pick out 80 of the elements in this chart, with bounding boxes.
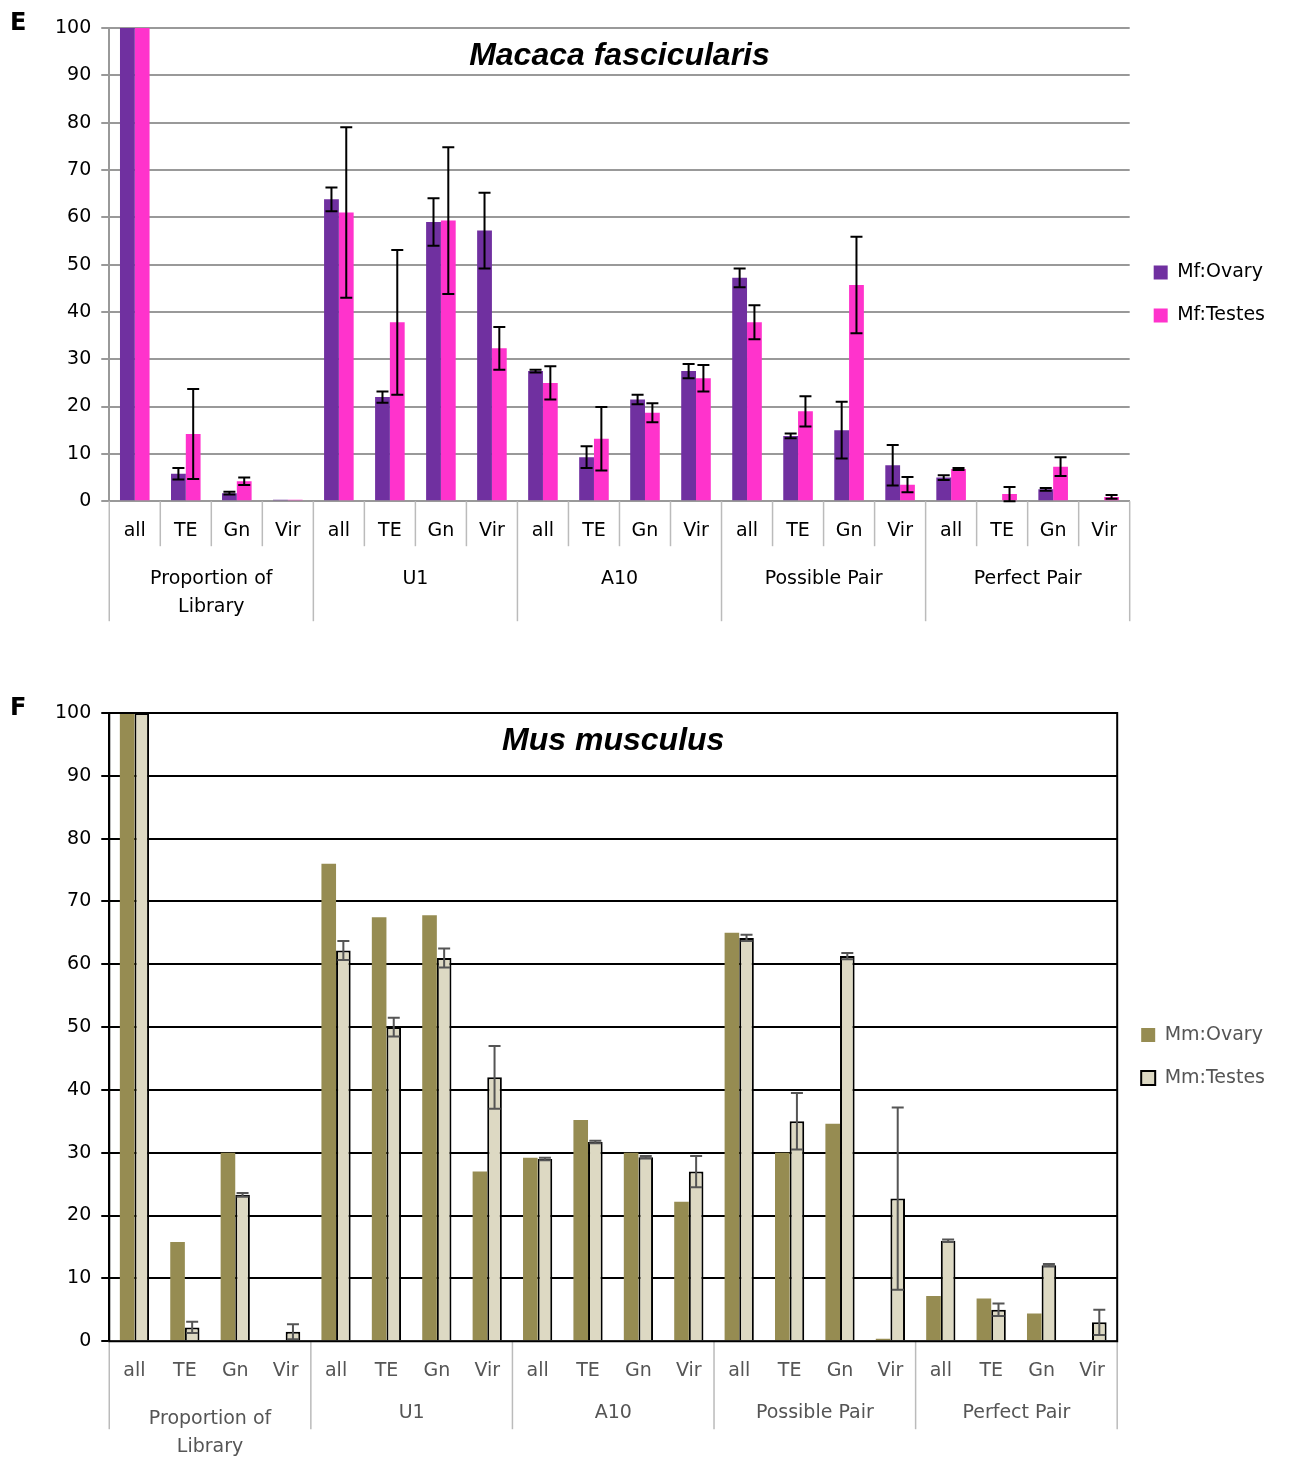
x-tick-label: TE <box>581 517 606 540</box>
x-tick-label: TE <box>373 1357 399 1380</box>
y-tick-label: 80 <box>67 109 92 132</box>
y-tick-label: 20 <box>67 393 92 416</box>
x-tick-label: Vir <box>479 517 505 540</box>
y-tick-label: 30 <box>67 1139 92 1162</box>
y-tick-label: 60 <box>67 951 92 974</box>
y-tick-label: 100 <box>55 14 92 37</box>
text: F <box>10 693 27 721</box>
text: Perfect Pair <box>962 1400 1071 1423</box>
y-tick-label: 10 <box>67 1265 92 1288</box>
x-tick-label: Gn <box>423 1357 451 1380</box>
x-tick-label: all <box>929 1357 952 1380</box>
x-tick-label: Gn <box>223 517 251 540</box>
x-tick-label: Vir <box>675 1357 702 1380</box>
legend-label: Mm:Ovary <box>1164 1021 1263 1044</box>
y-tick-label: 40 <box>67 298 92 321</box>
y-tick-label: 0 <box>79 1328 92 1351</box>
x-tick-label: Vir <box>887 517 914 540</box>
x-tick-label: TE <box>172 517 198 540</box>
x-tick-label: all <box>526 1357 549 1380</box>
x-tick-label: all <box>123 517 146 540</box>
x-tick-label: all <box>327 517 350 540</box>
x-tick-label: Vir <box>474 1357 501 1380</box>
text: U1 <box>398 1400 425 1423</box>
chart-title: Macaca fascicularis <box>469 35 770 72</box>
x-tick-label: Vir <box>1079 1357 1106 1380</box>
legend-label: Mm:Testes <box>1164 1064 1266 1087</box>
x-tick-label: TE <box>575 1357 600 1380</box>
x-tick-label: TE <box>989 517 1014 540</box>
x-tick-label: Gn <box>1039 517 1067 540</box>
x-tick-label: Vir <box>275 517 301 540</box>
x-tick-label: TE <box>377 517 402 540</box>
x-tick-label: all <box>324 1357 348 1380</box>
x-tick-label: Vir <box>683 517 710 540</box>
y-tick-label: 50 <box>67 1014 92 1037</box>
x-tick-label: Vir <box>272 1357 299 1380</box>
text: Proportion of Library <box>148 1406 273 1457</box>
x-tick-label: Gn <box>427 517 455 540</box>
x-tick-label: Gn <box>221 1357 249 1380</box>
x-tick-label: TE <box>785 517 810 540</box>
y-tick-label: 80 <box>67 825 92 848</box>
x-tick-label: TE <box>978 1357 1004 1380</box>
x-tick-label: all <box>123 1357 146 1380</box>
y-tick-label: 90 <box>67 762 92 785</box>
text: E <box>10 8 27 36</box>
legend-label: Mf:Testes <box>1177 302 1265 325</box>
x-tick-label: all <box>735 517 759 540</box>
x-tick-label: all <box>940 517 963 540</box>
text: Possible Pair <box>764 566 883 589</box>
legend-label: Mf:Ovary <box>1177 259 1263 282</box>
y-tick-label: 60 <box>67 204 92 227</box>
text: U1 <box>402 566 429 589</box>
y-tick-label: 50 <box>67 251 92 274</box>
x-tick-label: Vir <box>1091 517 1118 540</box>
x-tick-label: Gn <box>1028 1357 1055 1380</box>
y-tick-label: 40 <box>67 1076 92 1099</box>
x-tick-label: Gn <box>631 517 659 540</box>
y-tick-label: 30 <box>67 346 92 369</box>
x-tick-label: TE <box>776 1357 802 1380</box>
x-tick-label: Gn <box>835 517 863 540</box>
y-tick-label: 100 <box>55 699 92 722</box>
y-tick-label: 70 <box>67 156 92 179</box>
y-tick-label: 90 <box>67 62 92 85</box>
x-tick-label: all <box>531 517 555 540</box>
text: A10 <box>594 1400 632 1423</box>
text: A10 <box>600 566 639 589</box>
chart-title: Mus musculus <box>502 720 725 757</box>
x-tick-label: Gn <box>826 1357 854 1380</box>
y-tick-label: 10 <box>67 440 92 463</box>
x-tick-label: Vir <box>877 1357 904 1380</box>
y-tick-label: 20 <box>67 1202 92 1225</box>
x-tick-label: all <box>728 1357 751 1380</box>
y-tick-label: 70 <box>67 888 92 911</box>
x-tick-label: TE <box>172 1357 197 1380</box>
y-tick-label: 0 <box>79 488 92 511</box>
text: Possible Pair <box>755 1400 874 1423</box>
text: Proportion of Library <box>150 566 274 617</box>
x-tick-label: Gn <box>625 1357 652 1380</box>
text: Perfect Pair <box>973 566 1082 589</box>
